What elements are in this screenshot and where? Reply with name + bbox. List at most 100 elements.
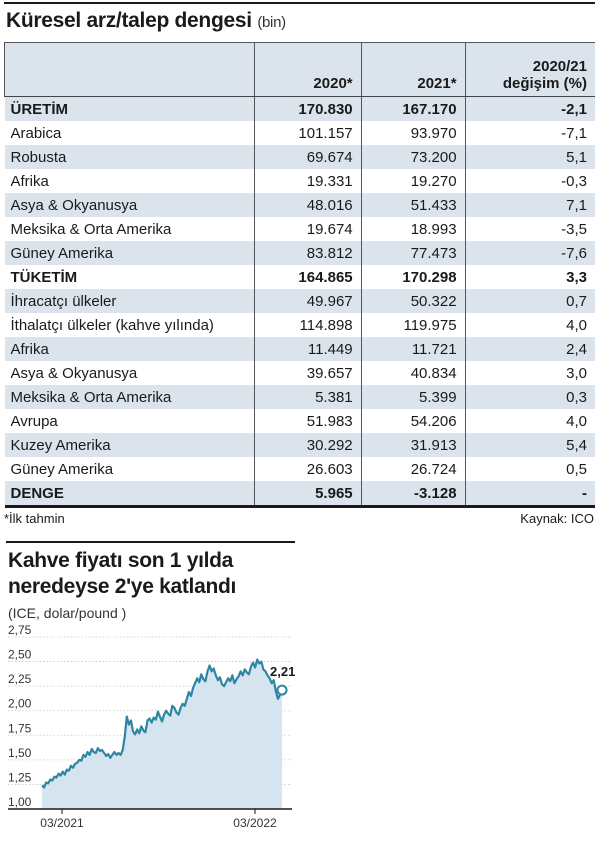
row-value-2021: 119.975 [360,313,466,337]
header-label [4,42,255,97]
row-change: 3,3 [464,265,595,289]
row-value-2021: 167.170 [360,96,466,121]
chart-subtitle: (ICE, dolar/pound ) [8,605,127,621]
table-title: Küresel arz/talep dengesi (bin) [6,9,286,32]
y-tick-label: 1,25 [8,770,32,784]
x-tick-label: 03/2022 [233,816,277,830]
header-change-line1: 2020/21 [532,58,587,75]
table-row: DENGE 5.965 -3.128- [4,481,595,508]
row-value-2021: 54.206 [360,409,466,433]
row-label: Meksika & Orta Amerika [4,385,255,409]
row-label: Afrika [10,172,49,190]
row-value-2021: 31.913 [360,433,466,457]
table-row: Robusta 69.674 73.200 5,1 [4,145,595,169]
supply-demand-table: 2020* 2021* 2020/21 değişim (%) ÜRETİM 170… [4,42,595,508]
row-value-2021: 26.724 [360,457,466,481]
row-label: Meksika & Orta Amerika [10,220,172,238]
price-line [41,658,284,789]
table-row: İthalatçı ülkeler (kahve yılında) 114.898… [5,313,595,337]
price-area [42,659,282,809]
row-value-2020: 101.157 [253,121,362,145]
table-row: TÜKETİM 164.865 170.298 3,3 [5,265,595,289]
row-label: DENGE [4,481,255,508]
row-value-2020: 69.674 [253,145,362,169]
table-row: Afrika 19.331 19.270 -0,3 [5,169,595,193]
footnote: *İlk tahmin [4,511,65,526]
row-value-2021: 5.399 [360,385,466,409]
row-value-2020: 114.898 [253,313,362,337]
row-change: -3,5 [464,217,595,241]
table-row: Kuzey Amerika 30.292 31.913 5,4 [4,433,595,457]
row-change: 4,0 [464,313,595,337]
table-unit: (bin) [257,14,286,31]
row-label: ÜRETİM [4,96,255,121]
row-label: Arabica [10,124,62,142]
row-change: 3,0 [464,361,595,385]
table-row: Avrupa 51.983 54.206 4,0 [5,409,595,433]
chart-rule [6,541,295,543]
row-label: Asya & Okyanusya [4,193,255,217]
end-value-label: 2,21 [270,664,295,679]
row-value-2020: 11.449 [253,337,362,361]
row-value-2021: 11.721 [360,337,466,361]
row-label: Güney Amerika [4,241,255,265]
row-change: -7,1 [464,121,595,145]
header-2020: 2020* [253,42,362,97]
table-row: İhracatçı ülkeler 49.967 50.322 0,7 [4,289,595,313]
row-label: TÜKETİM [10,268,78,286]
row-label: Afrika [4,337,255,361]
y-tick-label: 2,50 [8,648,32,662]
row-value-2021: 93.970 [360,121,466,145]
end-point-marker [276,684,288,696]
y-tick-label: 2,75 [8,625,32,637]
x-tick-label: 03/2021 [40,816,84,830]
row-value-2020: 5.381 [253,385,362,409]
row-label: Kuzey Amerika [4,433,255,457]
row-value-2020: 49.967 [253,289,362,313]
row-value-2021: 170.298 [360,265,466,289]
y-tick-label: 1,75 [8,721,32,735]
row-change: -7,6 [464,241,595,265]
row-label: Avrupa [10,412,58,430]
coffee-price-chart: 2,75 2,50 2,25 2,00 1,75 1,50 1,25 1,00 2,21 03… [8,625,295,830]
row-label: Güney Amerika [10,460,114,478]
row-value-2021: 77.473 [360,241,466,265]
row-value-2020: 5.965 [253,481,362,508]
row-change: 5,1 [464,145,595,169]
row-value-2021: 50.322 [360,289,466,313]
table-row: Güney Amerika 26.603 26.724 0,5 [5,457,595,481]
row-value-2020: 48.016 [253,193,362,217]
y-tick-label: 2,25 [8,672,32,686]
header-change-line2: değişim (%) [502,75,587,92]
header-2021: 2021* [360,42,466,97]
row-change: 0,7 [464,289,595,313]
table-row: Meksika & Orta Amerika 5.381 5.399 0,3 [4,385,595,409]
table-row: Arabica 101.157 93.970 -7,1 [5,121,595,145]
row-label: Asya & Okyanusya [10,364,138,382]
chart-title-line1: Kahve fiyatı son 1 yılda [8,549,234,572]
row-value-2020: 170.830 [253,96,362,121]
row-label: Robusta [4,145,255,169]
row-value-2021: 18.993 [360,217,466,241]
row-change: 7,1 [464,193,595,217]
row-value-2020: 83.812 [253,241,362,265]
table-row: Asya & Okyanusya 48.016 51.433 7,1 [4,193,595,217]
row-change: -2,1 [464,96,595,121]
table-row: Asya & Okyanusya 39.657 40.834 3,0 [5,361,595,385]
row-value-2020: 26.603 [253,457,362,481]
table-header-row: 2020* 2021* 2020/21 değişim (%) [4,42,595,97]
row-value-2021: -3.128 [360,481,466,508]
row-label: İthalatçı ülkeler (kahve yılında) [10,316,214,334]
table-row: Güney Amerika 83.812 77.473 -7,6 [4,241,595,265]
table-row: ÜRETİM 170.830 167.170 -2,1 [4,96,595,121]
row-change: 4,0 [464,409,595,433]
row-change: 0,5 [464,457,595,481]
row-value-2020: 19.674 [253,217,362,241]
chart-title: Kahve fiyatı son 1 yılda neredeyse 2'ye k… [8,548,236,600]
row-value-2021: 19.270 [360,169,466,193]
table-row: Afrika 11.449 11.721 2,4 [4,337,595,361]
row-value-2020: 51.983 [253,409,362,433]
row-value-2021: 40.834 [360,361,466,385]
header-change: 2020/21 değişim (%) [464,42,595,97]
top-rule [4,2,595,4]
